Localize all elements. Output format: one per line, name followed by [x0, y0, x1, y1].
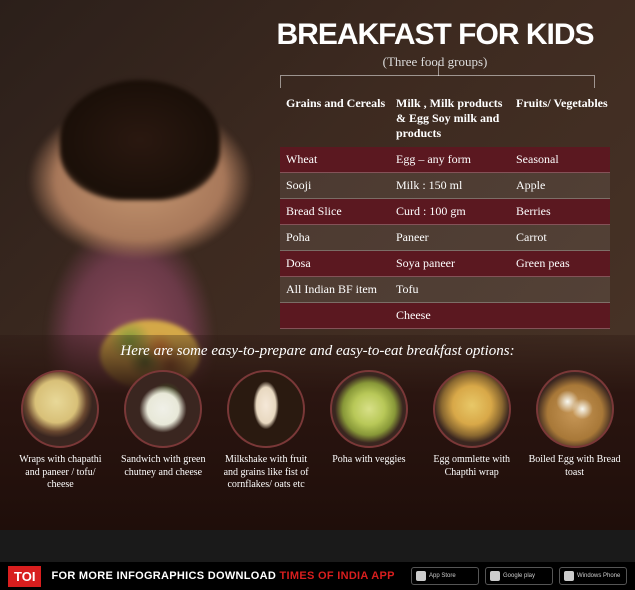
table-header-row: Grains and Cereals Milk , Milk products … — [280, 92, 610, 147]
table-row: PohaPaneerCarrot — [280, 225, 610, 251]
food-groups-table: Grains and Cereals Milk , Milk products … — [280, 92, 610, 329]
table-row: DosaSoya paneerGreen peas — [280, 251, 610, 277]
table-row: Cheese — [280, 303, 610, 329]
option-label: Wraps with chapathi and paneer / tofu/ c… — [12, 454, 109, 492]
main-title: BREAKFAST FOR KIDS — [265, 18, 605, 52]
option-item: Milkshake with fruit and grains like fis… — [218, 370, 315, 492]
subtitle: (Three food groups) — [265, 54, 605, 70]
footer-text: FOR MORE INFOGRAPHICS DOWNLOAD TIMES OF … — [51, 570, 394, 582]
table-row: SoojiMilk : 150 mlApple — [280, 173, 610, 199]
store-icon — [490, 571, 500, 581]
table-row: Bread SliceCurd : 100 gmBerries — [280, 199, 610, 225]
option-label: Egg ommlette with Chapthi wrap — [423, 454, 520, 479]
option-item: Egg ommlette with Chapthi wrap — [423, 370, 520, 492]
option-item: Boiled Egg with Bread toast — [526, 370, 623, 492]
store-label: Google play — [503, 573, 535, 579]
title-block: BREAKFAST FOR KIDS (Three food groups) — [265, 18, 605, 70]
options-section: Here are some easy-to-prepare and easy-t… — [0, 335, 635, 530]
option-label: Poha with veggies — [320, 454, 417, 467]
store-label: Windows Phone — [577, 573, 620, 579]
store-badge[interactable]: App Store — [411, 567, 479, 585]
option-label: Sandwich with green chutney and cheese — [115, 454, 212, 479]
option-label: Boiled Egg with Bread toast — [526, 454, 623, 479]
hero-background: BREAKFAST FOR KIDS (Three food groups) G… — [0, 0, 635, 530]
options-row: Wraps with chapathi and paneer / tofu/ c… — [12, 370, 623, 492]
option-image — [330, 370, 408, 448]
toi-logo: TOI — [8, 566, 41, 587]
store-icon — [564, 571, 574, 581]
footer-bar: TOI FOR MORE INFOGRAPHICS DOWNLOAD TIMES… — [0, 562, 635, 590]
col-header-grains: Grains and Cereals — [280, 96, 390, 141]
col-header-milk: Milk , Milk products & Egg Soy milk and … — [390, 96, 510, 141]
store-badges: App Store Google play Windows Phone — [411, 567, 627, 585]
options-title: Here are some easy-to-prepare and easy-t… — [12, 343, 623, 360]
option-item: Wraps with chapathi and paneer / tofu/ c… — [12, 370, 109, 492]
option-label: Milkshake with fruit and grains like fis… — [218, 454, 315, 492]
table-row: WheatEgg – any formSeasonal — [280, 147, 610, 173]
table-row: All Indian BF itemTofu — [280, 277, 610, 303]
option-image — [21, 370, 99, 448]
store-badge[interactable]: Google play — [485, 567, 553, 585]
option-item: Poha with veggies — [320, 370, 417, 492]
store-icon — [416, 571, 426, 581]
option-item: Sandwich with green chutney and cheese — [115, 370, 212, 492]
col-header-fruits: Fruits/ Vegetables — [510, 96, 610, 141]
store-label: App Store — [429, 573, 456, 579]
option-image — [536, 370, 614, 448]
option-image — [433, 370, 511, 448]
option-image — [227, 370, 305, 448]
option-image — [124, 370, 202, 448]
store-badge[interactable]: Windows Phone — [559, 567, 627, 585]
